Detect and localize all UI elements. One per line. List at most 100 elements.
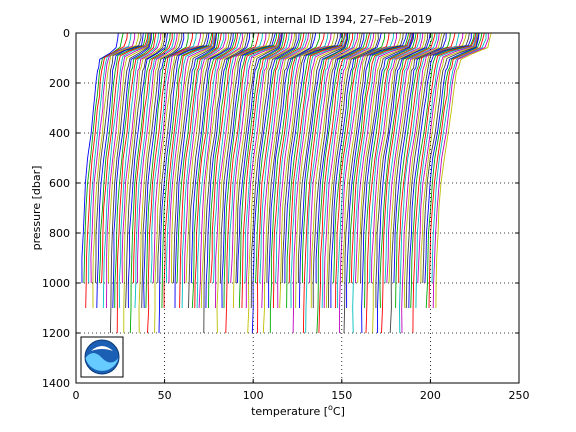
profile-line <box>352 33 412 334</box>
profile-line <box>81 33 119 284</box>
x-axis-ticks: 0 50 100 150 200 250 <box>73 33 530 402</box>
profile-line <box>386 33 440 284</box>
y-tick-label: 0 <box>63 27 70 40</box>
profile-line <box>108 33 151 284</box>
y-axis-ticks: 0 200 400 600 800 1000 1200 1400 <box>42 27 519 390</box>
profile-line <box>415 33 478 309</box>
plot-area <box>76 33 519 383</box>
profile-line <box>125 33 167 309</box>
profile-line <box>216 33 270 334</box>
profile-line <box>210 33 260 284</box>
profile-line <box>424 33 480 284</box>
profile-line <box>365 33 419 334</box>
profile-line <box>266 33 314 284</box>
profile-line <box>237 33 283 284</box>
profile-line <box>157 33 208 284</box>
profile-line <box>121 33 162 284</box>
profile-line <box>321 33 372 309</box>
profile-line <box>184 33 227 284</box>
profile-line <box>268 33 317 309</box>
y-tick-label: 800 <box>49 227 70 240</box>
profile-line <box>174 33 217 309</box>
profile-line <box>399 33 460 334</box>
profile-line <box>286 33 343 309</box>
profile-line <box>133 33 173 284</box>
profile-line <box>369 33 421 284</box>
profile-line <box>284 33 341 283</box>
y-axis-label: pressure [dbar] <box>30 166 43 251</box>
profile-line <box>106 33 151 309</box>
profile-line <box>281 33 339 284</box>
profile-line <box>198 33 244 309</box>
profile-line <box>364 33 417 309</box>
profile-line <box>375 33 429 308</box>
profile-line <box>262 33 311 334</box>
profile-line <box>191 33 237 309</box>
profile-line <box>361 33 415 334</box>
profile-line <box>343 33 404 334</box>
profile-line <box>309 33 358 284</box>
profile-line <box>205 33 251 309</box>
y-tick-label: 1000 <box>42 277 70 290</box>
profile-line <box>223 33 278 309</box>
profile-line <box>261 33 309 309</box>
profile-line <box>185 33 229 284</box>
profile-line <box>425 33 483 309</box>
profile-line <box>88 33 132 284</box>
profile-line <box>244 33 290 284</box>
profile-line <box>381 33 436 334</box>
profile-line <box>388 33 443 284</box>
profile-line <box>134 33 175 309</box>
x-tick-label: 150 <box>331 389 352 402</box>
profile-line <box>288 33 345 284</box>
profile-line <box>384 33 438 284</box>
profile-line <box>312 33 363 309</box>
profile-line <box>116 33 157 334</box>
profile-line <box>221 33 276 309</box>
y-tick-label: 600 <box>49 177 70 190</box>
x-axis-label-degree: o <box>328 403 333 412</box>
profile-line <box>230 33 282 284</box>
x-tick-label: 250 <box>509 389 530 402</box>
x-axis-label: temperature [oC] <box>251 403 345 418</box>
x-tick-label: 200 <box>420 389 441 402</box>
x-tick-label: 100 <box>243 389 264 402</box>
profile-line <box>318 33 371 334</box>
profile-line <box>316 33 368 334</box>
profile-line <box>354 33 413 284</box>
chart-title: WMO ID 1900561, internal ID 1394, 27–Feb… <box>160 13 432 26</box>
profile-line <box>247 33 296 334</box>
profile-line <box>346 33 407 308</box>
profile-line <box>176 33 220 284</box>
profile-line <box>370 33 424 284</box>
x-tick-label: 50 <box>158 389 172 402</box>
profile-line <box>238 33 285 309</box>
profile-line <box>255 33 302 284</box>
profile-line <box>315 33 365 283</box>
profile-line <box>196 33 242 309</box>
y-tick-label: 1400 <box>42 377 70 390</box>
profile-line <box>90 33 136 284</box>
profile-line <box>102 33 150 309</box>
profile-line <box>141 33 183 309</box>
profile-line <box>85 33 128 309</box>
noaa-logo-bird <box>91 346 113 351</box>
profile-line <box>112 33 152 309</box>
profile-line <box>241 33 288 309</box>
profile-line <box>357 33 414 284</box>
profile-line <box>379 33 433 309</box>
profile-line <box>251 33 300 334</box>
profile-line <box>109 33 152 334</box>
profile-line <box>393 33 447 284</box>
profile-line <box>138 33 180 334</box>
y-tick-label: 1200 <box>42 327 70 340</box>
profile-line <box>219 33 274 284</box>
profile-line <box>323 33 375 309</box>
profile-line <box>123 33 164 333</box>
profile-line <box>171 33 217 284</box>
profile-line <box>259 33 307 284</box>
profile-line <box>292 33 347 334</box>
profile-line <box>290 33 347 309</box>
profile-line <box>310 33 361 309</box>
profile-line <box>377 33 431 334</box>
